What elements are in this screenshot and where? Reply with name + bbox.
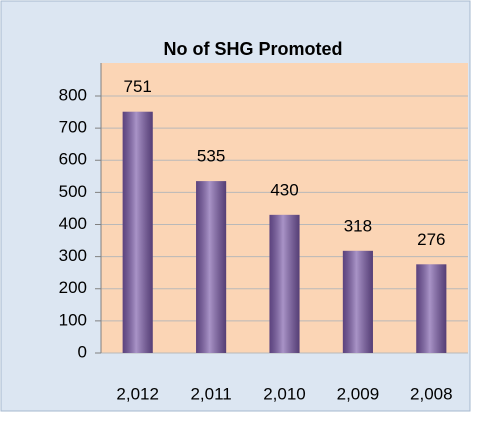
- y-tick-label: 100: [59, 310, 87, 329]
- bar-shine: [196, 181, 227, 353]
- data-label: 276: [417, 230, 445, 249]
- x-tick-label: 2,009: [337, 384, 380, 403]
- y-tick-label: 600: [59, 150, 87, 169]
- x-tick-label: 2,011: [190, 384, 231, 403]
- y-tick-label: 0: [78, 342, 87, 361]
- x-tick-label: 2,012: [116, 384, 159, 403]
- chart-title: No of SHG Promoted: [164, 39, 343, 59]
- bar-shine: [269, 214, 300, 353]
- data-label: 430: [270, 180, 298, 199]
- y-tick-label: 400: [59, 214, 87, 233]
- data-label: 318: [344, 216, 372, 235]
- x-tick-label: 2,010: [263, 384, 306, 403]
- data-label: 535: [197, 147, 225, 166]
- y-tick-label: 300: [59, 246, 87, 265]
- bar-shine: [122, 111, 153, 354]
- y-tick-label: 200: [59, 278, 87, 297]
- x-tick-label: 2,008: [410, 384, 453, 403]
- y-tick-label: 700: [59, 118, 87, 137]
- data-label: 751: [124, 77, 152, 96]
- y-tick-label: 800: [59, 85, 87, 104]
- y-tick-label: 500: [59, 182, 87, 201]
- bar-shine: [416, 264, 447, 353]
- bar-shine: [342, 250, 373, 353]
